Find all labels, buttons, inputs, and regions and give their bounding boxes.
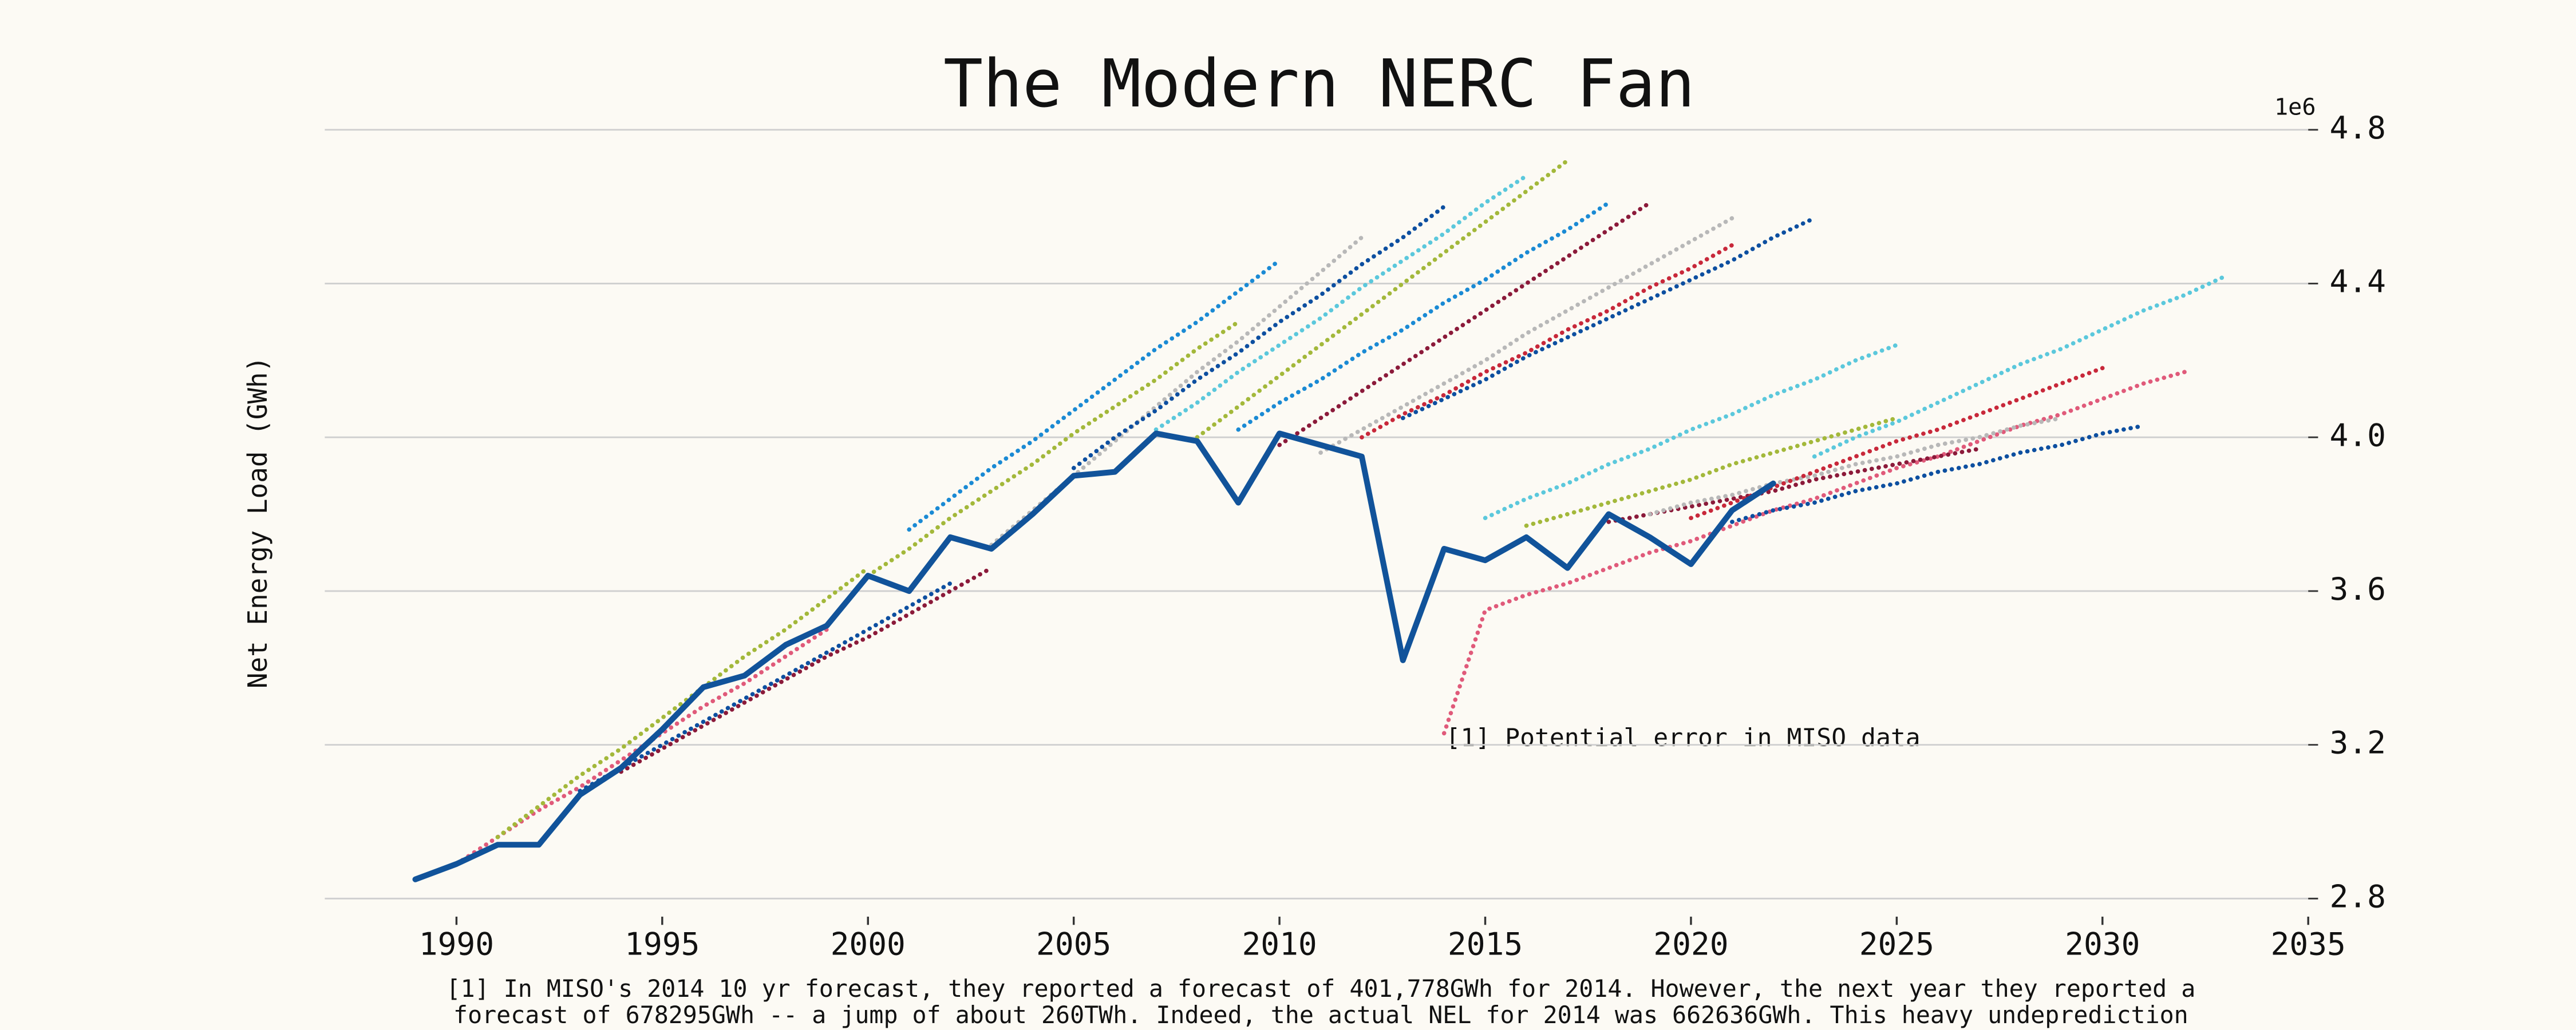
forecast-line [866,319,1240,578]
footnote: [1] In MISO's 2014 10 yr forecast, they … [447,974,2196,1003]
x-tick-label: 2010 [1242,926,1317,962]
forecast-line [1647,415,2064,517]
forecast-line [1524,415,1899,528]
annotation: [1] Potential error in MISO data [1446,723,1921,752]
forecast-line [1812,274,2229,459]
forecast-line [1689,366,2105,521]
y-tick-label: 3.6 [2330,571,2386,607]
x-tick-label: 2020 [1653,926,1728,962]
forecast-line [619,565,994,774]
x-tick-label: 2030 [2065,926,2140,962]
forecast-line [1195,158,1570,439]
forecast-line [989,235,1364,548]
x-tick-label: 2005 [1036,926,1111,962]
forecast-line [1277,200,1652,447]
y-offset-label: 1e6 [2274,94,2316,120]
x-tick-label: 1995 [625,926,700,962]
x-tick-label: 2015 [1448,926,1523,962]
y-tick-label: 3.2 [2330,724,2386,761]
forecast-line [1153,173,1529,432]
forecast-line [578,581,953,793]
forecast-line [1236,200,1611,432]
forecast-line [907,258,1282,532]
x-tick-label: 2035 [2271,926,2346,962]
actual-line [412,430,1776,882]
x-tick-label: 2000 [831,926,906,962]
chart-title: The Modern NERC Fan [943,46,1695,122]
footnote: forecast of 678295GWh -- a jump of about… [453,1001,2188,1029]
forecast-line [1360,243,1735,439]
forecast-line [1071,204,1447,470]
y-tick-label: 4.8 [2330,109,2386,146]
forecast-line [1318,216,1735,455]
y-tick-label: 4.0 [2330,417,2386,453]
y-axis-label: Net Energy Load (GWh) [242,356,273,688]
x-tick-label: 2025 [1859,926,1934,962]
forecast-line [1730,423,2146,524]
forecast-line [1401,216,1817,421]
y-tick-label: 4.4 [2330,263,2386,300]
y-tick-label: 2.8 [2330,878,2386,914]
forecast-line [1483,343,1899,521]
x-tick-label: 1990 [419,926,494,962]
forecast-line [495,565,870,839]
